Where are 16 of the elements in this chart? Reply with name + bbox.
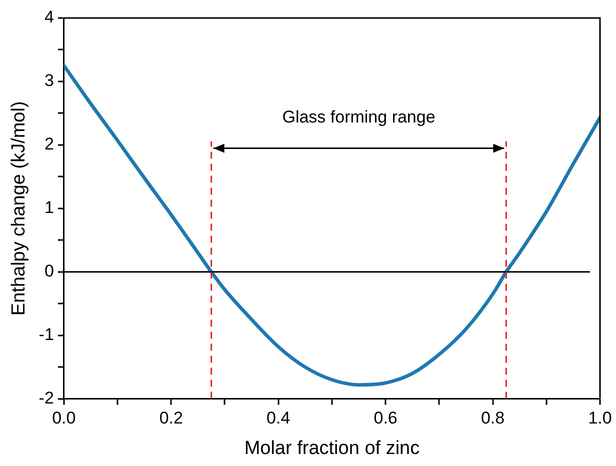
y-tick-label: 2 [44,134,54,154]
x-tick-label: 0.0 [52,408,76,428]
x-axis-title: Molar fraction of zinc [244,438,420,459]
y-tick-label: 0 [44,262,54,281]
x-tick-label: 0.4 [266,408,290,428]
x-tick-label: 0.6 [374,408,398,428]
x-tick-label: 0.8 [480,408,505,428]
y-axis-title: Enthalpy change (kJ/mol) [8,101,30,316]
x-tick-label: 0.2 [159,408,183,428]
y-tick-label: 4 [44,8,54,27]
y-tick-label: -2 [38,388,54,408]
annotation: Glass forming range [282,107,436,126]
y-tick-label: 1 [44,198,54,218]
y-tick-label: -1 [38,325,54,344]
y-tick-label: 3 [44,71,54,90]
x-tick-label: 1.0 [588,408,612,428]
